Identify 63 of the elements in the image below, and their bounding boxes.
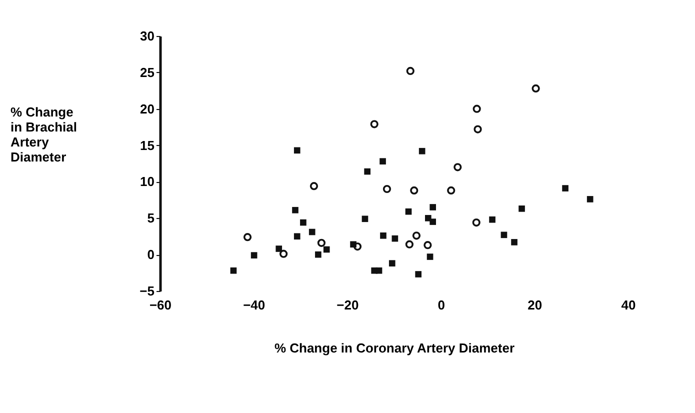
point	[230, 267, 237, 274]
point	[424, 241, 432, 250]
point	[380, 158, 386, 164]
point	[317, 238, 326, 247]
point	[415, 271, 422, 278]
point	[405, 240, 414, 248]
y-axis-title: % Change in Brachial Artery Diameter	[10, 104, 77, 164]
point	[426, 254, 434, 260]
x-tick-label: 40	[621, 298, 636, 312]
point	[418, 148, 426, 154]
x-tick-label: −20	[336, 298, 359, 312]
point	[353, 242, 362, 251]
y-tick-label: −5	[140, 284, 154, 298]
point	[472, 218, 480, 227]
point	[447, 186, 456, 195]
point	[382, 184, 392, 194]
y-tick-label: 10	[140, 174, 154, 190]
point	[279, 250, 288, 258]
point	[410, 186, 418, 195]
x-tick-label: 0	[438, 298, 445, 312]
point	[454, 163, 462, 172]
x-tick-label: −60	[149, 298, 172, 312]
point	[405, 208, 412, 215]
y-tick-label: 15	[140, 138, 154, 153]
point	[380, 232, 386, 239]
point	[276, 246, 282, 252]
y-tick-label: 20	[140, 101, 154, 116]
x-axis-title: % Change in Coronary Artery Diameter	[274, 340, 515, 356]
y-tick-label: 25	[140, 64, 154, 80]
point	[292, 206, 298, 214]
point	[412, 232, 421, 240]
point	[370, 120, 378, 128]
point	[388, 260, 396, 266]
point	[500, 232, 508, 238]
point	[511, 239, 518, 246]
point	[489, 216, 496, 223]
point	[364, 168, 370, 175]
point	[474, 125, 482, 134]
point	[362, 216, 368, 222]
y-tick-label: 5	[147, 210, 154, 226]
point	[518, 206, 525, 212]
point	[250, 252, 258, 258]
point	[294, 147, 300, 154]
point	[300, 219, 306, 226]
point	[430, 204, 436, 210]
x-tick-label: −40	[243, 298, 266, 312]
point	[310, 182, 318, 190]
point	[392, 235, 398, 242]
point	[376, 267, 382, 274]
point	[323, 246, 330, 253]
point	[294, 233, 300, 240]
y-tick-label: 30	[140, 28, 154, 44]
point	[562, 185, 568, 192]
point	[308, 228, 316, 236]
point	[243, 233, 252, 242]
point	[532, 84, 540, 93]
y-tick-label: 0	[147, 247, 154, 262]
point	[586, 196, 594, 202]
point	[430, 218, 436, 225]
point	[472, 104, 481, 113]
point	[406, 66, 414, 76]
point	[315, 251, 322, 258]
x-tick-label: 20	[528, 298, 542, 312]
